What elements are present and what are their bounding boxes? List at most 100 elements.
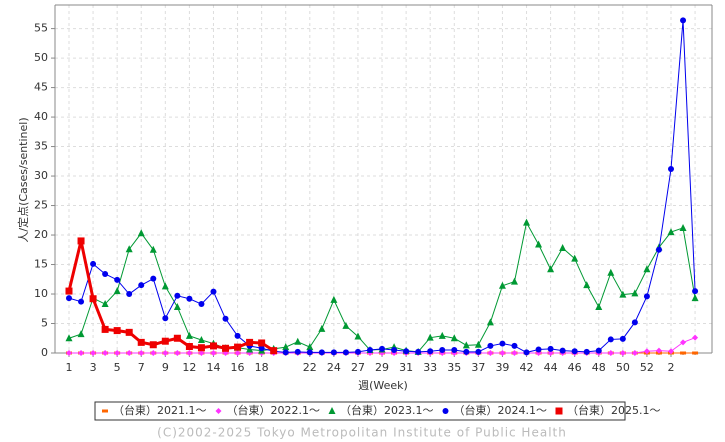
data-point [173, 334, 181, 342]
data-point [667, 228, 675, 236]
data-point [162, 315, 169, 322]
data-point [547, 345, 554, 352]
x-tick-label: 50 [616, 361, 630, 374]
footer: (C)2002-2025 Tokyo Metropolitan Institut… [157, 426, 567, 440]
data-point [90, 350, 97, 356]
data-point [113, 287, 121, 295]
data-point [643, 348, 650, 355]
data-point [619, 290, 627, 298]
data-point [150, 275, 157, 282]
y-tick-label: 50 [34, 51, 48, 64]
data-point [102, 270, 109, 277]
data-point [475, 348, 482, 355]
data-point [161, 282, 169, 290]
x-tick-label: 1 [66, 361, 73, 374]
data-point [571, 348, 578, 355]
data-point [210, 288, 217, 295]
data-point [90, 260, 97, 267]
data-point [65, 334, 73, 342]
data-point [246, 338, 254, 346]
data-point [89, 295, 97, 303]
data-point [354, 332, 362, 340]
data-point [198, 350, 205, 356]
y-tick-label: 35 [34, 140, 48, 153]
y-tick-label: 45 [34, 81, 48, 94]
data-point [210, 350, 217, 356]
x-tick-label: 12 [182, 361, 196, 374]
data-point [559, 244, 567, 252]
data-point [150, 350, 157, 356]
y-tick-label: 55 [34, 22, 48, 35]
data-point [692, 351, 699, 355]
data-point [222, 344, 230, 352]
data-point [595, 347, 602, 354]
x-axis-label: 週(Week) [358, 379, 408, 392]
data-point [499, 350, 506, 356]
legend-box [94, 401, 626, 421]
data-point [571, 254, 579, 262]
data-point [631, 319, 638, 326]
x-tick-label: 3 [90, 361, 97, 374]
data-point [655, 347, 662, 354]
data-point [282, 343, 290, 351]
data-point [234, 343, 242, 351]
data-point [137, 229, 145, 237]
data-point [450, 334, 458, 342]
data-point [78, 298, 85, 305]
data-point [607, 350, 614, 356]
x-tick-label: 5 [114, 361, 121, 374]
data-point [126, 350, 133, 356]
data-point [294, 337, 302, 345]
data-point [474, 340, 482, 348]
data-point [379, 345, 386, 352]
data-point [499, 340, 506, 347]
data-point [138, 282, 145, 289]
data-point [330, 295, 338, 303]
data-point [342, 349, 349, 356]
data-point [547, 350, 554, 356]
data-point [113, 327, 121, 335]
x-tick-label: 2 [668, 361, 675, 374]
data-point [234, 350, 241, 356]
y-tick-label: 25 [34, 199, 48, 212]
y-tick-label: 5 [41, 317, 48, 330]
data-point [607, 268, 615, 276]
data-point [306, 343, 314, 351]
data-point [114, 350, 121, 356]
data-point [342, 321, 350, 329]
data-point [258, 339, 266, 347]
legend-marker [215, 408, 222, 414]
x-tick-label: 42 [520, 361, 534, 374]
data-point [559, 347, 566, 354]
data-point [498, 281, 506, 289]
data-point [306, 349, 313, 356]
data-point [198, 301, 205, 308]
data-point [294, 348, 301, 355]
data-point [403, 348, 410, 355]
data-point [186, 295, 193, 302]
x-tick-label: 27 [351, 361, 365, 374]
x-tick-label: 37 [471, 361, 485, 374]
data-point [692, 334, 699, 341]
x-tick-label: 31 [399, 361, 413, 374]
data-point [462, 341, 470, 349]
data-point [631, 289, 639, 297]
y-tick-label: 40 [34, 110, 48, 123]
data-point [101, 325, 109, 333]
data-point [197, 344, 205, 352]
data-point [149, 245, 157, 253]
data-point [595, 302, 603, 310]
data-point [125, 328, 133, 336]
data-point [270, 347, 278, 355]
data-point [185, 343, 193, 351]
data-point [426, 333, 434, 341]
data-point [655, 246, 662, 253]
data-point [535, 346, 542, 353]
y-tick-label: 20 [34, 228, 48, 241]
y-tick-label: 10 [34, 287, 48, 300]
x-tick-label: 52 [640, 361, 654, 374]
data-point [367, 347, 373, 354]
data-point [137, 338, 145, 346]
